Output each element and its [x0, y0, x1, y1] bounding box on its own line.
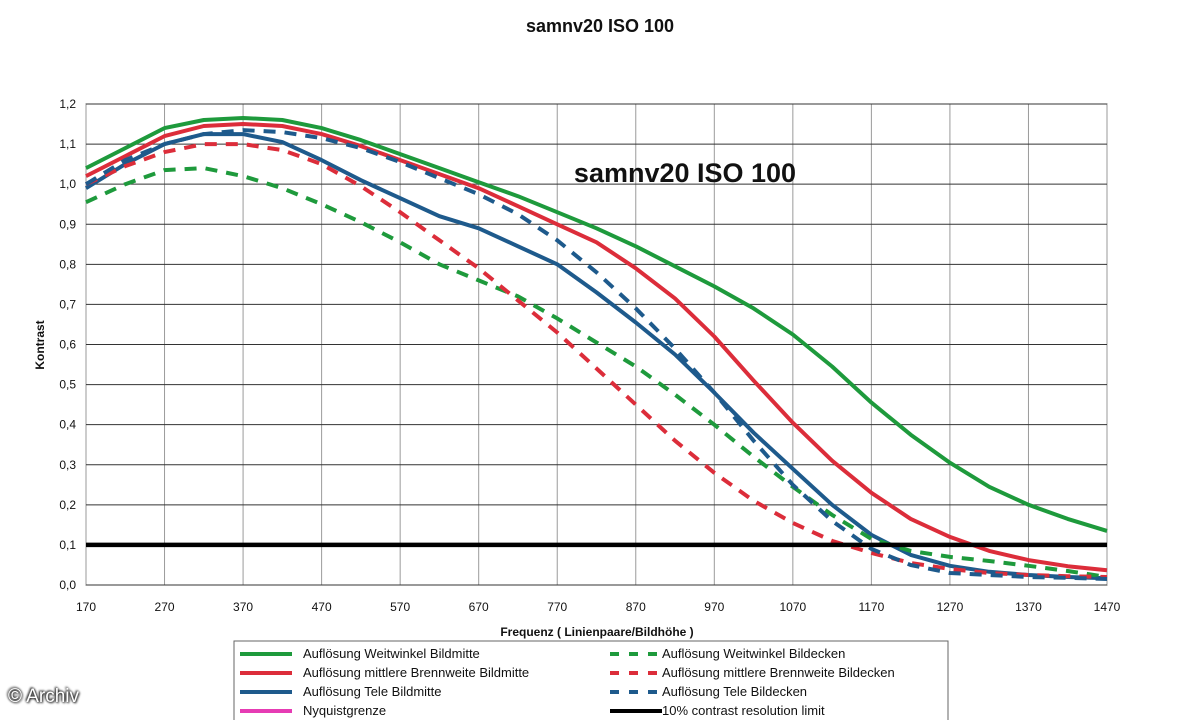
- legend-label: Auflösung Weitwinkel Bildecken: [662, 646, 845, 661]
- legend-label: Auflösung Tele Bildecken: [662, 684, 807, 699]
- x-tick-label: 1470: [1094, 600, 1121, 614]
- legend-label: Auflösung Tele Bildmitte: [303, 684, 442, 699]
- legend: Auflösung Weitwinkel Bildmitte Auflösung …: [233, 640, 949, 720]
- series-line-aufl-sung-mittlere-brennweite-bildmitte: [85, 122, 1108, 573]
- legend-label: Auflösung mittlere Brennweite Bildmitte: [303, 665, 529, 680]
- y-tick-label: 0,7: [59, 297, 76, 311]
- legend-label: Nyquistgrenze: [303, 703, 386, 718]
- y-tick-label: 0,1: [59, 538, 76, 552]
- x-tick-label: 770: [547, 600, 567, 614]
- y-tick-label: 0,5: [59, 378, 76, 392]
- series-line-aufl-sung-tele-bildecken: [84, 128, 1108, 581]
- legend-label: Auflösung Weitwinkel Bildmitte: [303, 646, 480, 661]
- y-tick-label: 0,8: [59, 257, 76, 271]
- legend-label: Auflösung mittlere Brennweite Bildecken: [662, 665, 895, 680]
- inner-chart-title: samnv20 ISO 100: [574, 158, 796, 188]
- y-axis-label: Kontrast: [33, 320, 47, 369]
- x-tick-label: 1070: [779, 600, 806, 614]
- y-tick-label: 0,3: [59, 458, 76, 472]
- chart-title: samnv20 ISO 100: [526, 16, 674, 36]
- x-tick-label: 1170: [858, 600, 884, 614]
- y-tick-label: 0,6: [59, 338, 76, 352]
- legend-box: [233, 640, 949, 720]
- x-tick-label: 370: [233, 600, 253, 614]
- legend-label: 10% contrast resolution limit: [662, 703, 825, 718]
- y-tick-label: 1,1: [59, 137, 76, 151]
- x-tick-label: 570: [390, 600, 410, 614]
- x-tick-label: 270: [155, 600, 175, 614]
- x-tick-label: 170: [76, 600, 96, 614]
- grid: [85, 103, 1108, 586]
- y-tick-label: 0,4: [59, 418, 76, 432]
- x-tick-label: 470: [312, 600, 332, 614]
- y-tick-label: 1,0: [59, 177, 76, 191]
- x-axis-label: Frequenz ( Linienpaare/Bildhöhe ): [500, 625, 693, 639]
- x-tick-labels: 170 270 370 470 570 670 770 870 970 1070 1170 1270 1…: [76, 600, 1121, 614]
- y-tick-label: 0,0: [59, 578, 76, 592]
- series-line-aufl-sung-weitwinkel-bildmitte: [85, 116, 1108, 533]
- y-tick-label: 0,2: [59, 498, 76, 512]
- y-tick-labels: 0,0 0,1 0,2 0,3 0,4 0,5 0,6 0,7 0,8 0,9 1,0 1,1 1,2: [59, 97, 76, 592]
- x-tick-label: 1370: [1015, 600, 1042, 614]
- watermark: © Archiv: [8, 686, 80, 707]
- y-tick-label: 0,9: [59, 217, 76, 231]
- x-tick-label: 970: [704, 600, 724, 614]
- y-tick-label: 1,2: [59, 97, 76, 111]
- x-tick-label: 1270: [937, 600, 964, 614]
- x-tick-label: 870: [626, 600, 646, 614]
- series-line-aufl-sung-weitwinkel-bildecken: [85, 166, 1108, 579]
- x-tick-label: 670: [469, 600, 489, 614]
- series-line-aufl-sung-mittlere-brennweite-bildecken: [85, 142, 1108, 579]
- series-lines: [84, 116, 1108, 581]
- series-line-aufl-sung-tele-bildmitte: [84, 132, 1108, 581]
